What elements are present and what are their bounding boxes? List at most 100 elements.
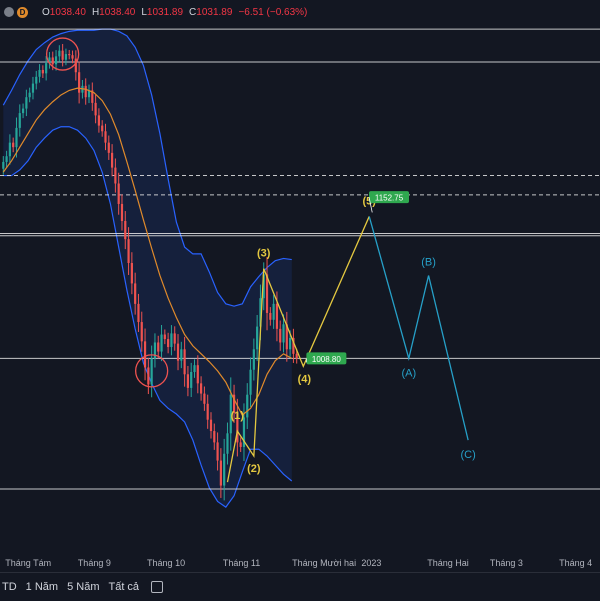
wave-label: (B) — [421, 256, 436, 268]
x-axis-tick-label: Tháng Mười hai — [292, 558, 356, 568]
candle-body — [197, 365, 199, 383]
range-5y-button[interactable]: 5 Năm — [67, 581, 99, 593]
candle-body — [157, 342, 159, 351]
candle-body — [35, 77, 37, 84]
wave-label: (2) — [247, 463, 261, 475]
candle-body — [273, 304, 275, 320]
candle-body — [216, 442, 218, 460]
candle-body — [167, 339, 169, 347]
candle-body — [29, 93, 31, 98]
candle-body — [249, 370, 251, 395]
candle-body — [104, 131, 106, 142]
candle-body — [256, 327, 258, 350]
candle-body — [19, 113, 21, 128]
price-label-text: 1152.75 — [375, 194, 404, 203]
candle-body — [187, 374, 189, 388]
candle-body — [98, 115, 100, 125]
candle-body — [52, 57, 54, 64]
x-axis-tick-label: Tháng 3 — [490, 558, 523, 568]
x-axis-tick-label: Tháng Hai — [427, 558, 469, 568]
candle-body — [210, 420, 212, 431]
candle-body — [180, 349, 182, 360]
candle-body — [2, 162, 4, 169]
candle-body — [184, 349, 186, 374]
price-label-text: 1008.80 — [312, 355, 341, 364]
range-toolbar: TD 1 Năm 5 Năm Tất cả — [0, 572, 600, 601]
candle-body — [32, 84, 34, 93]
candle-body — [200, 383, 202, 393]
candle-body — [203, 394, 205, 404]
candle-body — [71, 55, 73, 58]
range-1y-button[interactable]: 1 Năm — [26, 581, 58, 593]
candle-body — [190, 372, 192, 388]
candle-body — [296, 354, 298, 359]
candle-body — [42, 70, 44, 73]
candle-body — [246, 395, 248, 418]
candle-body — [177, 344, 179, 361]
candle-body — [127, 239, 129, 263]
candle-body — [12, 143, 14, 148]
candle-body — [114, 168, 116, 184]
candle-body — [78, 72, 80, 92]
bollinger-band-fill — [3, 29, 291, 507]
candle-body — [55, 56, 57, 64]
x-axis-tick-label: Tháng 11 — [223, 558, 260, 568]
candle-body — [111, 153, 113, 168]
wave-label: (3) — [257, 248, 271, 260]
candle-body — [253, 349, 255, 369]
elliott-correction-wave — [369, 216, 468, 440]
wave-label: (A) — [401, 367, 416, 379]
candle-body — [164, 335, 166, 340]
range-all-button[interactable]: Tất cả — [108, 581, 139, 593]
candle-body — [101, 126, 103, 132]
candle-body — [207, 404, 209, 420]
wave-label: (4) — [298, 373, 312, 385]
candle-body — [220, 461, 222, 486]
candle-body — [193, 365, 195, 372]
range-ytd-button[interactable]: TD — [2, 581, 17, 593]
candle-body — [38, 70, 40, 77]
candle-body — [62, 51, 64, 60]
candle-body — [240, 442, 242, 447]
candle-body — [22, 109, 24, 114]
candle-body — [137, 304, 139, 322]
candle-body — [151, 358, 153, 384]
candle-body — [65, 54, 67, 60]
candle-body — [144, 341, 146, 367]
candle-body — [174, 333, 176, 343]
candle-body — [15, 128, 17, 147]
calendar-icon[interactable] — [151, 581, 163, 593]
candle-body — [9, 143, 11, 157]
candle-body — [141, 322, 143, 341]
candle-body — [134, 283, 136, 303]
candle-body — [213, 431, 215, 442]
candle-body — [147, 367, 149, 384]
candle-body — [68, 54, 70, 55]
x-axis-tick-label: Tháng 4 — [559, 558, 592, 568]
candle-body — [226, 433, 228, 453]
candle-body — [5, 156, 7, 162]
candle-body — [25, 97, 27, 108]
candle-body — [170, 333, 172, 347]
candle-body — [118, 184, 120, 204]
wave-label: (C) — [460, 449, 475, 461]
candle-body — [276, 304, 278, 329]
candle-body — [289, 338, 291, 349]
candle-body — [223, 454, 225, 486]
candle-body — [269, 313, 271, 320]
candle-body — [160, 335, 162, 352]
wave-label: (1) — [231, 410, 245, 422]
candle-body — [121, 204, 123, 221]
candle-body — [85, 86, 87, 97]
x-axis-tick-label: 2023 — [361, 558, 381, 568]
x-axis-tick-label: Tháng 10 — [147, 558, 185, 568]
candle-body — [131, 263, 133, 283]
candle-body — [282, 324, 284, 342]
price-chart[interactable]: (1)(2)(3)(4)(5)(A)(B)(C)1152.751008.80Th… — [0, 0, 600, 572]
candle-body — [95, 103, 97, 115]
candle-body — [108, 143, 110, 153]
candle-body — [45, 63, 47, 73]
x-axis-tick-label: Tháng Tám — [5, 558, 51, 568]
candle-body — [58, 51, 60, 57]
candle-body — [279, 329, 281, 343]
